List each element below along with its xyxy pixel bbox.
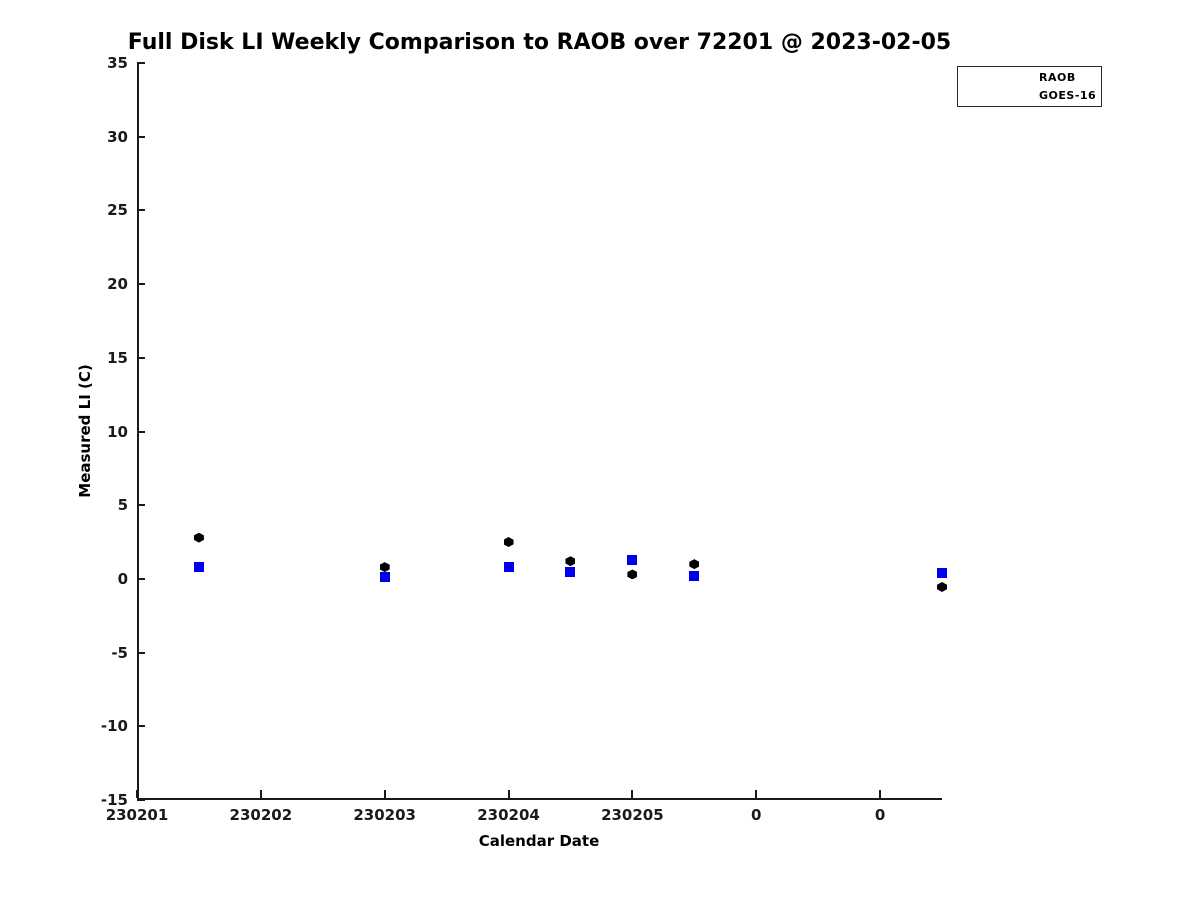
data-point-goes-16 (503, 562, 514, 573)
legend-item-raob: RAOB (958, 69, 1101, 87)
y-tick-label: 25 (107, 201, 128, 220)
y-tick-label: -5 (111, 643, 128, 662)
data-point-goes-16 (689, 570, 700, 581)
y-tick-mark (137, 356, 145, 359)
y-tick-mark (137, 430, 145, 433)
y-tick-mark (137, 577, 145, 580)
x-tick-mark (136, 790, 138, 798)
y-tick-mark (137, 504, 145, 507)
data-point-raob (379, 562, 390, 573)
data-point-goes-16 (627, 554, 638, 565)
x-tick-label: 0 (874, 806, 886, 824)
y-tick-label: 5 (117, 496, 128, 515)
data-point-goes-16 (565, 567, 576, 578)
data-point-raob (627, 569, 638, 580)
data-point-raob (937, 582, 947, 592)
y-tick-mark (137, 283, 145, 286)
y-tick-label: 30 (107, 127, 128, 146)
y-tick-mark (137, 209, 145, 212)
x-tick-label: 230201 (105, 806, 169, 824)
plot-area (137, 63, 942, 800)
y-tick-mark (137, 62, 145, 64)
y-tick-mark (137, 799, 145, 801)
y-tick-label: 35 (107, 54, 128, 72)
y-tick-label: -10 (100, 717, 128, 736)
x-tick-label: 230204 (477, 806, 540, 824)
data-point-raob (689, 559, 700, 570)
chart-title: Full Disk LI Weekly Comparison to RAOB o… (127, 30, 952, 55)
y-tick-mark (137, 725, 145, 728)
x-tick-label: 230202 (229, 806, 293, 824)
x-axis-label: Calendar Date (478, 832, 600, 850)
legend-label-raob: RAOB (1039, 71, 1076, 84)
y-tick-label: 20 (107, 275, 128, 294)
x-tick-label: 0 (751, 806, 762, 824)
y-tick-mark (137, 651, 145, 654)
x-tick-mark (879, 790, 882, 798)
y-tick-label: 10 (107, 422, 128, 441)
y-tick-label: -15 (100, 791, 128, 809)
x-tick-mark (631, 790, 634, 798)
y-tick-mark (137, 135, 145, 138)
legend: RAOB GOES-16 (957, 66, 1102, 107)
x-tick-label: 230203 (353, 806, 416, 824)
x-tick-mark (383, 790, 386, 798)
x-tick-mark (259, 790, 262, 798)
data-point-raob (565, 556, 576, 567)
data-point-raob (503, 537, 514, 548)
legend-label-goes16: GOES-16 (1039, 89, 1097, 102)
legend-item-goes16: GOES-16 (958, 87, 1101, 105)
x-tick-mark (507, 790, 510, 798)
data-point-goes-16 (379, 572, 390, 583)
data-point-goes-16 (193, 562, 204, 573)
x-tick-label: 230205 (601, 806, 664, 824)
data-point-raob (193, 532, 204, 543)
y-tick-label: 0 (117, 569, 128, 588)
y-tick-label: 15 (107, 348, 128, 367)
x-tick-mark (755, 790, 758, 798)
data-point-goes-16 (937, 568, 947, 578)
